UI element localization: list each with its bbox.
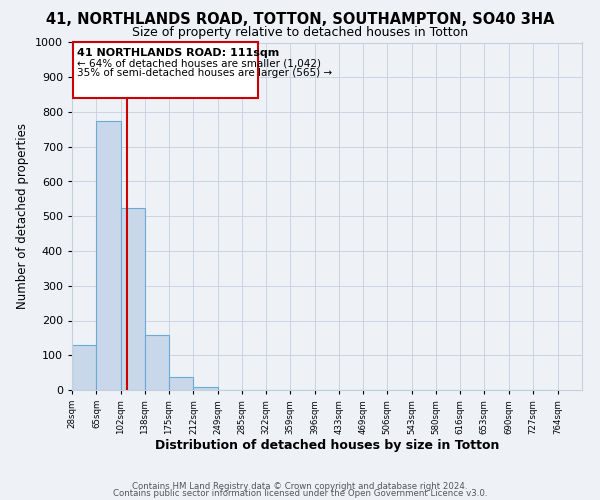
Text: 41 NORTHLANDS ROAD: 111sqm: 41 NORTHLANDS ROAD: 111sqm — [77, 48, 279, 58]
Text: Contains HM Land Registry data © Crown copyright and database right 2024.: Contains HM Land Registry data © Crown c… — [132, 482, 468, 491]
Bar — [73, 42, 258, 98]
Bar — [169, 377, 193, 390]
Text: Contains public sector information licensed under the Open Government Licence v3: Contains public sector information licen… — [113, 489, 487, 498]
Y-axis label: Number of detached properties: Number of detached properties — [16, 123, 29, 309]
Text: ← 64% of detached houses are smaller (1,042): ← 64% of detached houses are smaller (1,… — [77, 58, 320, 68]
Text: 41, NORTHLANDS ROAD, TOTTON, SOUTHAMPTON, SO40 3HA: 41, NORTHLANDS ROAD, TOTTON, SOUTHAMPTON… — [46, 12, 554, 28]
Bar — [193, 386, 218, 390]
Bar — [145, 336, 169, 390]
Text: 35% of semi-detached houses are larger (565) →: 35% of semi-detached houses are larger (… — [77, 68, 332, 78]
Bar — [121, 208, 145, 390]
Bar — [72, 345, 97, 390]
Bar — [97, 120, 121, 390]
Text: Size of property relative to detached houses in Totton: Size of property relative to detached ho… — [132, 26, 468, 39]
X-axis label: Distribution of detached houses by size in Totton: Distribution of detached houses by size … — [155, 440, 499, 452]
